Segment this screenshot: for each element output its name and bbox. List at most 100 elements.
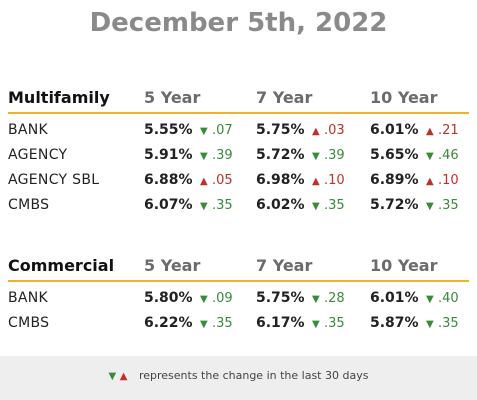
change-value: .03 <box>324 123 345 138</box>
down-triangle-icon: ▼ <box>312 151 320 162</box>
rate-value: 5.75% <box>256 122 305 138</box>
row-label: BANK <box>8 290 49 306</box>
change-value: .35 <box>438 198 459 213</box>
commercial-label: Commercial <box>8 256 115 275</box>
change-value: .35 <box>324 316 345 331</box>
rate-value: 6.89% <box>370 172 419 188</box>
up-triangle-icon: ▲ <box>312 176 320 187</box>
down-triangle-icon: ▼ <box>200 294 208 305</box>
commercial-table: Commercial 5 Year 7 Year 10 Year BANK 5.8… <box>0 256 477 336</box>
rate-cell: 5.80% ▼ .09 <box>144 290 233 306</box>
rate-value: 5.80% <box>144 290 193 306</box>
up-triangle-icon: ▲ <box>119 371 128 382</box>
rate-cell: 6.98% ▲ .10 <box>256 172 345 188</box>
change-value: .09 <box>212 291 233 306</box>
down-triangle-icon: ▼ <box>426 319 434 330</box>
col-5-year: 5 Year <box>144 88 201 107</box>
rate-value: 5.91% <box>144 147 193 163</box>
down-triangle-icon: ▼ <box>108 371 117 382</box>
down-triangle-icon: ▼ <box>426 294 434 305</box>
rate-value: 5.72% <box>370 197 419 213</box>
row-label: CMBS <box>8 315 50 331</box>
down-triangle-icon: ▼ <box>426 201 434 212</box>
table-row: BANK 5.55% ▼ .07 5.75% ▲ .03 6.01% ▲ .21 <box>8 118 469 143</box>
commercial-rows: BANK 5.80% ▼ .09 5.75% ▼ .28 6.01% ▼ .40 CMBS 6.22%… <box>0 286 477 336</box>
rate-value: 5.65% <box>370 147 419 163</box>
table-row: CMBS 6.07% ▼ .35 6.02% ▼ .35 5.72% ▼ .35 <box>8 193 469 218</box>
multifamily-table: Multifamily 5 Year 7 Year 10 Year BANK 5.… <box>0 88 477 218</box>
rate-value: 5.55% <box>144 122 193 138</box>
table-row: AGENCY 5.91% ▼ .39 5.72% ▼ .39 5.65% ▼ .46 <box>8 143 469 168</box>
rate-value: 6.88% <box>144 172 193 188</box>
change-value: .35 <box>212 316 233 331</box>
legend-footer: ▼ ▲ represents the change in the last 30… <box>0 356 477 400</box>
rate-cell: 6.02% ▼ .35 <box>256 197 345 213</box>
col-10-year: 10 Year <box>370 256 438 275</box>
up-triangle-icon: ▲ <box>426 126 434 137</box>
up-triangle-icon: ▲ <box>200 176 208 187</box>
row-label: BANK <box>8 122 49 138</box>
col-7-year: 7 Year <box>256 88 313 107</box>
legend-text: represents the change in the last 30 day… <box>138 369 369 382</box>
change-value: .10 <box>324 173 345 188</box>
rate-cell: 6.17% ▼ .35 <box>256 315 345 331</box>
rate-value: 6.22% <box>144 315 193 331</box>
change-value: .05 <box>212 173 233 188</box>
row-label: CMBS <box>8 197 50 213</box>
change-value: .28 <box>324 291 345 306</box>
change-value: .35 <box>438 316 459 331</box>
change-value: .21 <box>438 123 459 138</box>
rate-value: 5.87% <box>370 315 419 331</box>
col-10-year: 10 Year <box>370 88 438 107</box>
change-value: .35 <box>212 198 233 213</box>
rate-value: 5.75% <box>256 290 305 306</box>
down-triangle-icon: ▼ <box>200 319 208 330</box>
rate-cell: 6.22% ▼ .35 <box>144 315 233 331</box>
change-value: .40 <box>438 291 459 306</box>
rate-cell: 5.55% ▼ .07 <box>144 122 233 138</box>
table-row: BANK 5.80% ▼ .09 5.75% ▼ .28 6.01% ▼ .40 <box>8 286 469 311</box>
rate-value: 6.01% <box>370 122 419 138</box>
up-triangle-icon: ▲ <box>312 126 320 137</box>
down-triangle-icon: ▼ <box>312 319 320 330</box>
rate-cell: 5.75% ▼ .28 <box>256 290 345 306</box>
rate-cell: 6.88% ▲ .05 <box>144 172 233 188</box>
change-value: .10 <box>438 173 459 188</box>
change-value: .46 <box>438 148 459 163</box>
multifamily-rows: BANK 5.55% ▼ .07 5.75% ▲ .03 6.01% ▲ .21 AGENCY 5.9… <box>0 118 477 218</box>
down-triangle-icon: ▼ <box>426 151 434 162</box>
table-row: CMBS 6.22% ▼ .35 6.17% ▼ .35 5.87% ▼ .35 <box>8 311 469 336</box>
page-title: December 5th, 2022 <box>89 8 388 38</box>
rate-cell: 5.72% ▼ .35 <box>370 197 459 213</box>
col-7-year: 7 Year <box>256 256 313 275</box>
rate-value: 6.07% <box>144 197 193 213</box>
rate-cell: 5.65% ▼ .46 <box>370 147 459 163</box>
down-triangle-icon: ▼ <box>312 294 320 305</box>
up-triangle-icon: ▲ <box>426 176 434 187</box>
rate-value: 6.17% <box>256 315 305 331</box>
rate-cell: 6.89% ▲ .10 <box>370 172 459 188</box>
commercial-header: Commercial 5 Year 7 Year 10 Year <box>8 256 469 282</box>
rate-cell: 5.87% ▼ .35 <box>370 315 459 331</box>
rate-cell: 6.07% ▼ .35 <box>144 197 233 213</box>
multifamily-header: Multifamily 5 Year 7 Year 10 Year <box>8 88 469 114</box>
down-triangle-icon: ▼ <box>312 201 320 212</box>
rate-cell: 6.01% ▲ .21 <box>370 122 459 138</box>
rate-value: 6.02% <box>256 197 305 213</box>
rate-cell: 6.01% ▼ .40 <box>370 290 459 306</box>
table-row: AGENCY SBL 6.88% ▲ .05 6.98% ▲ .10 6.89% ▲ .10 <box>8 168 469 193</box>
down-triangle-icon: ▼ <box>200 151 208 162</box>
down-triangle-icon: ▼ <box>200 126 208 137</box>
rate-value: 6.98% <box>256 172 305 188</box>
rate-value: 5.72% <box>256 147 305 163</box>
col-5-year: 5 Year <box>144 256 201 275</box>
change-value: .39 <box>212 148 233 163</box>
row-label: AGENCY SBL <box>8 172 100 188</box>
rate-value: 6.01% <box>370 290 419 306</box>
row-label: AGENCY <box>8 147 68 163</box>
change-value: .07 <box>212 123 233 138</box>
change-value: .35 <box>324 198 345 213</box>
rate-cell: 5.91% ▼ .39 <box>144 147 233 163</box>
down-triangle-icon: ▼ <box>200 201 208 212</box>
change-value: .39 <box>324 148 345 163</box>
